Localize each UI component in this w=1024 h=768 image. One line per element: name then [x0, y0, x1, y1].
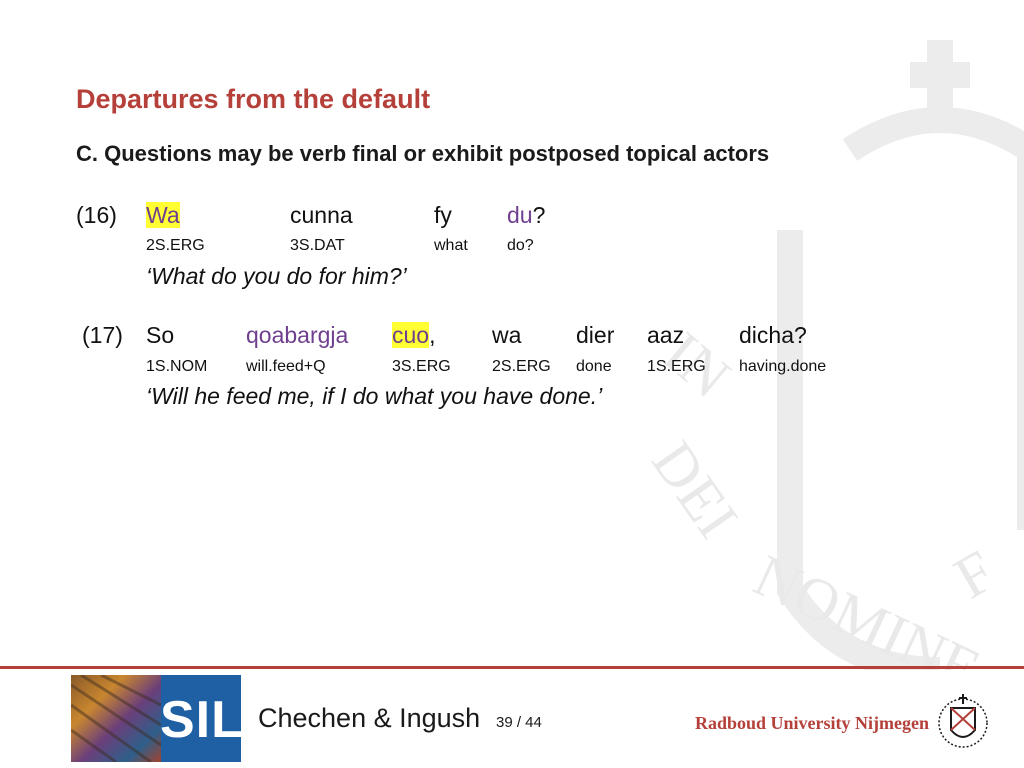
sil-logo-text: SIL: [160, 691, 244, 749]
example-17-word-2: qoabargja: [246, 322, 349, 348]
example-17-gloss-6: 1S.ERG: [647, 358, 706, 375]
svg-text:F: F: [944, 537, 1006, 611]
example-17-gloss-1: 1S.NOM: [146, 358, 208, 375]
example-17-gloss-2: will.feed+Q: [246, 358, 326, 375]
footer-divider: [0, 666, 1024, 669]
example-17-word-7: dicha?: [739, 322, 807, 348]
example-17-word-3: cuo,: [392, 322, 436, 348]
slide-subtitle: C. Questions may be verb final or exhibi…: [76, 141, 770, 166]
university-seal-watermark: IN DEI NOMINE F: [640, 40, 1024, 670]
university-name: Radboud University Nijmegen: [695, 713, 930, 733]
slide-title: Departures from the default: [76, 84, 431, 114]
example-16-word-1: Wa: [146, 202, 180, 228]
example-17-gloss-7: having.done: [739, 358, 827, 375]
university-crest-icon: [938, 694, 988, 748]
example-17-word-6: aaz: [647, 322, 685, 348]
example-16-translation: ‘What do you do for him?’: [146, 263, 407, 289]
example-17-gloss-4: 2S.ERG: [492, 358, 551, 375]
example-17-word-4: wa: [492, 322, 522, 348]
example-16-gloss-4: do?: [507, 237, 534, 254]
example-16-gloss-3: what: [434, 237, 468, 254]
footer-title: Chechen & Ingush: [258, 703, 481, 733]
example-17-word-5: dier: [576, 322, 615, 348]
example-17-gloss-5: done: [576, 358, 612, 375]
example-16-word-4: du?: [507, 202, 546, 228]
sil-logo: [71, 675, 241, 762]
example-16-gloss-1: 2S.ERG: [146, 237, 205, 254]
example-16-label: (16): [76, 202, 117, 228]
example-16-word-2: cunna: [290, 202, 353, 228]
example-17-translation: ‘Will he feed me, if I do what you have …: [146, 383, 603, 409]
svg-text:DEI: DEI: [640, 430, 751, 550]
page-number: 39 / 44: [496, 714, 542, 731]
example-16-word-3: fy: [434, 202, 452, 228]
example-16-gloss-2: 3S.DAT: [290, 237, 345, 254]
example-17-label: (17): [82, 322, 123, 348]
example-17-word-1: So: [146, 322, 175, 348]
example-17-gloss-3: 3S.ERG: [392, 358, 451, 375]
